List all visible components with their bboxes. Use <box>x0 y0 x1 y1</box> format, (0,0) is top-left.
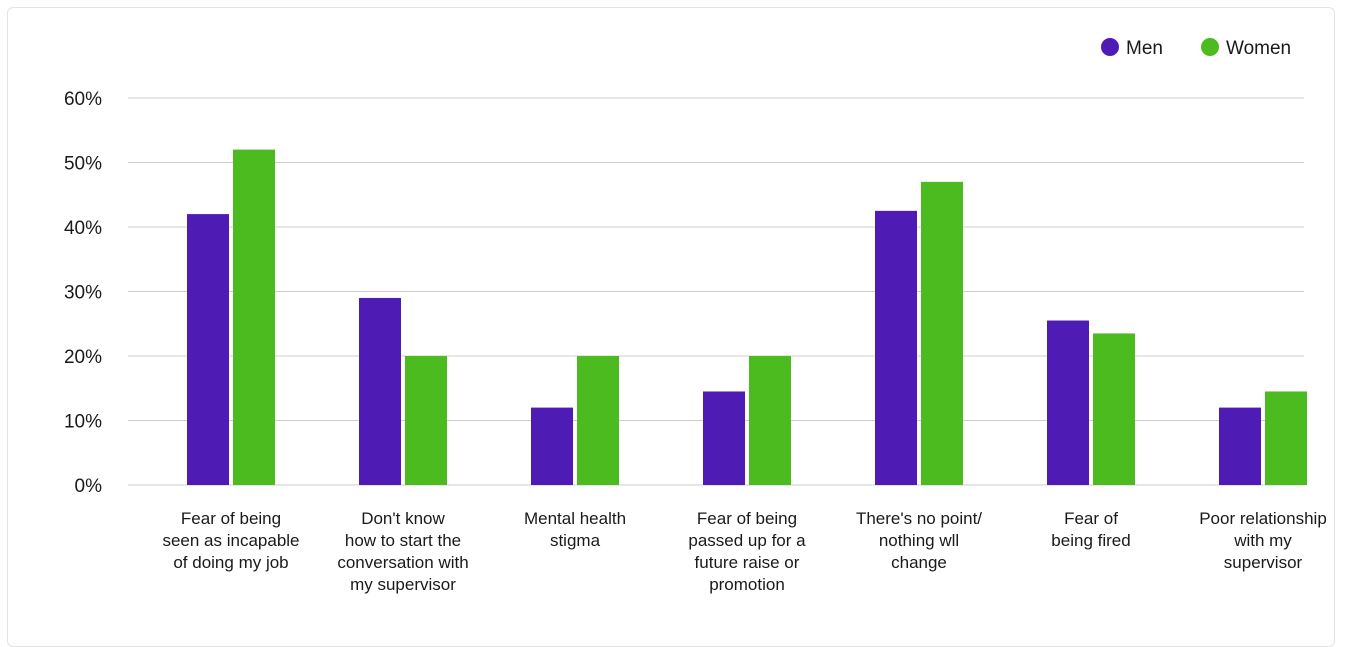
bars <box>187 149 1307 485</box>
bar-men[interactable] <box>531 407 573 485</box>
bar-men[interactable] <box>1047 320 1089 485</box>
y-tick-label: 50% <box>64 154 102 175</box>
legend-swatch <box>1201 38 1219 56</box>
bar-men[interactable] <box>875 210 917 485</box>
x-category-label: Fear of being seen as incapable of doing m… <box>162 509 299 572</box>
y-tick-label: 30% <box>64 283 102 304</box>
legend[interactable]: Men Women <box>1101 38 1291 59</box>
y-tick-label: 60% <box>64 89 102 110</box>
legend-item-men[interactable]: Men <box>1101 38 1163 59</box>
x-category-label: Mental health stigma <box>524 509 626 550</box>
x-category-label: Don't know how to start the conversation w… <box>337 509 468 594</box>
y-axis-ticks: 0% 10% 20% 30% 40% 50% 60% <box>64 89 102 497</box>
x-category-label: Fear of being passed up for a future raise… <box>688 509 806 594</box>
bar-women[interactable] <box>577 356 619 485</box>
x-category-label: Poor relationship with my supervisor <box>1199 509 1327 572</box>
bar-women[interactable] <box>1093 333 1135 485</box>
bar-women[interactable] <box>921 181 963 485</box>
x-axis-categories: Fear of being seen as incapable of doing m… <box>162 509 1326 594</box>
bar-men[interactable] <box>187 214 229 485</box>
bar-men[interactable] <box>359 297 401 485</box>
legend-swatch <box>1101 38 1119 56</box>
legend-item-women[interactable]: Women <box>1201 38 1291 59</box>
bar-women[interactable] <box>233 149 275 485</box>
y-tick-label: 20% <box>64 347 102 368</box>
y-tick-label: 0% <box>75 476 103 497</box>
bar-women[interactable] <box>1265 391 1307 485</box>
x-category-label: There's no point/nothing wll change <box>856 509 982 572</box>
bar-women[interactable] <box>749 356 791 485</box>
x-category-label: Fear of being fired <box>1051 509 1130 550</box>
legend-label: Men <box>1126 38 1163 59</box>
y-tick-label: 40% <box>64 218 102 239</box>
bar-men[interactable] <box>703 391 745 485</box>
bar-women[interactable] <box>405 356 447 485</box>
bar-men[interactable] <box>1219 407 1261 485</box>
legend-label: Women <box>1226 38 1291 59</box>
y-tick-label: 10% <box>64 412 102 433</box>
bar-chart: 0% 10% 20% 30% 40% 50% 60% Fear of being seen a… <box>64 38 1327 594</box>
